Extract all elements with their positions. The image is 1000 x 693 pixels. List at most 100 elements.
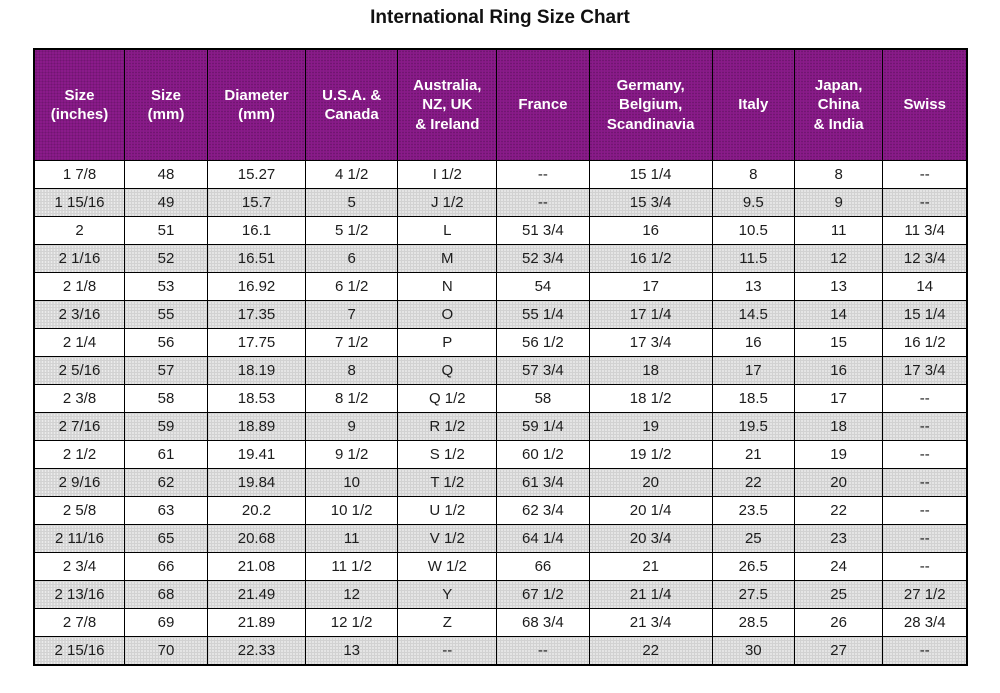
table-cell: 2 3/16 [33,300,125,329]
table-cell: 17 [588,272,713,301]
table-header: Size (inches) Size (mm) Diameter (mm) U.S.A… [33,48,968,161]
table-cell: 2 3/4 [33,552,125,581]
table-cell: 17 1/4 [588,300,713,329]
table-cell: 11 3/4 [882,216,968,245]
column-header: U.S.A. & Canada [304,48,399,161]
table-cell: 63 [123,496,209,525]
table-cell: 20.2 [207,496,306,525]
table-cell: 16 [793,356,884,385]
table-cell: 26.5 [711,552,795,581]
table-cell: 1 7/8 [33,160,125,189]
table-cell: U 1/2 [397,496,498,525]
table-cell: 2 7/16 [33,412,125,441]
table-cell: 57 [123,356,209,385]
table-cell: 55 1/4 [496,300,590,329]
table-cell: 69 [123,608,209,637]
table-cell: 17 [711,356,795,385]
table-cell: 2 1/8 [33,272,125,301]
table-cell: 67 1/2 [496,580,590,609]
table-cell: 16 1/2 [588,244,713,273]
table-cell: 20 [793,468,884,497]
table-cell: 16 [711,328,795,357]
table-cell: 10.5 [711,216,795,245]
table-cell: 70 [123,636,209,666]
table-cell: 13 [304,636,399,666]
table-cell: 23 [793,524,884,553]
table-row: 2 51 16.1 5 1/2 L 51 3/4 16 10.5 11 11 3/4 [33,216,968,245]
table-row: 2 1/4 56 17.75 7 1/2 P 56 1/2 17 3/4 16 15 16 1/2 [33,328,968,357]
table-cell: 25 [711,524,795,553]
table-cell: 22.33 [207,636,306,666]
table-cell: 20 1/4 [588,496,713,525]
table-cell: 22 [711,468,795,497]
table-cell: 18.5 [711,384,795,413]
table-cell: 15 3/4 [588,188,713,217]
table-cell: 27 1/2 [882,580,968,609]
table-row: 2 1/16 52 16.51 6 M 52 3/4 16 1/2 11.5 12 12 3/4 [33,244,968,273]
table-row: 2 9/16 62 19.84 10 T 1/2 61 3/4 20 22 20 -- [33,468,968,497]
table-cell: 68 3/4 [496,608,590,637]
table-cell: 18.19 [207,356,306,385]
table-cell: 6 1/2 [304,272,399,301]
table-row: 2 15/16 70 22.33 13 -- -- 22 30 27 -- [33,636,968,666]
table-cell: 11 1/2 [304,552,399,581]
table-cell: 2 9/16 [33,468,125,497]
table-cell: 8 [793,160,884,189]
table-cell: -- [397,636,498,666]
table-cell: -- [882,384,968,413]
table-cell: 54 [496,272,590,301]
table-cell: S 1/2 [397,440,498,469]
table-cell: 5 [304,188,399,217]
table-cell: 18 [793,412,884,441]
table-cell: 61 [123,440,209,469]
table-cell: 61 3/4 [496,468,590,497]
table-cell: 11 [304,524,399,553]
table-cell: 20.68 [207,524,306,553]
table-cell: 14 [793,300,884,329]
table-cell: 17 [793,384,884,413]
table-cell: 15 1/4 [882,300,968,329]
table-cell: 6 [304,244,399,273]
table-row: 2 3/4 66 21.08 11 1/2 W 1/2 66 21 26.5 24 -- [33,552,968,581]
table-cell: 22 [793,496,884,525]
table-cell: 17 3/4 [588,328,713,357]
table-cell: -- [882,160,968,189]
table-cell: 9.5 [711,188,795,217]
table-row: 1 7/8 48 15.27 4 1/2 I 1/2 -- 15 1/4 8 8 -- [33,160,968,189]
table-cell: 15 [793,328,884,357]
table-cell: 23.5 [711,496,795,525]
table-cell: 26 [793,608,884,637]
table-cell: -- [882,552,968,581]
table-cell: 56 [123,328,209,357]
table-cell: R 1/2 [397,412,498,441]
table-cell: 11.5 [711,244,795,273]
table-cell: 49 [123,188,209,217]
table-row: 2 11/16 65 20.68 11 V 1/2 64 1/4 20 3/4 25 23 -- [33,524,968,553]
table-cell: 66 [496,552,590,581]
table-cell: 16.51 [207,244,306,273]
table-cell: 21.49 [207,580,306,609]
table-cell: Y [397,580,498,609]
table-cell: 2 1/4 [33,328,125,357]
table-cell: 22 [588,636,713,666]
table-cell: 58 [496,384,590,413]
table-cell: 64 1/4 [496,524,590,553]
column-header: Australia, NZ, UK & Ireland [397,48,498,161]
table-cell: 8 [304,356,399,385]
table-cell: 58 [123,384,209,413]
table-cell: L [397,216,498,245]
table-cell: 8 [711,160,795,189]
table-cell: 9 [793,188,884,217]
table-cell: 10 1/2 [304,496,399,525]
table-cell: J 1/2 [397,188,498,217]
table-cell: N [397,272,498,301]
table-row: 2 5/16 57 18.19 8 Q 57 3/4 18 17 16 17 3/4 [33,356,968,385]
table-cell: 2 [33,216,125,245]
table-row: 2 3/16 55 17.35 7 O 55 1/4 17 1/4 14.5 14 15 1/4 [33,300,968,329]
table-cell: -- [496,188,590,217]
table-cell: 19 1/2 [588,440,713,469]
table-cell: 68 [123,580,209,609]
table-cell: 4 1/2 [304,160,399,189]
table-cell: 16.92 [207,272,306,301]
